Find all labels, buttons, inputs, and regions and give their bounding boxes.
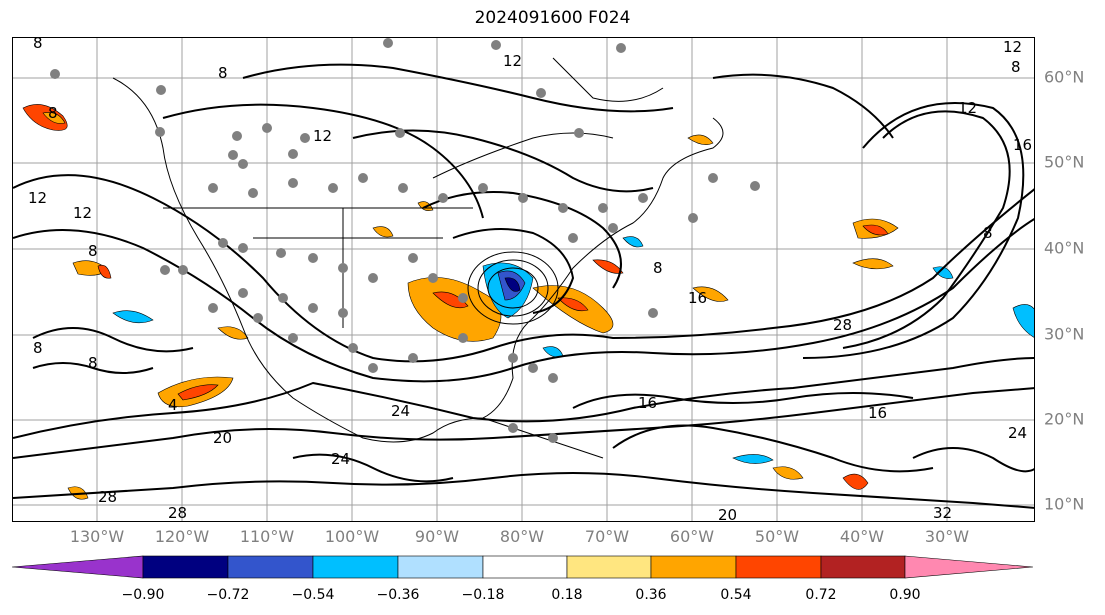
colorbar-segment bbox=[142, 555, 229, 579]
contour-label: 16 bbox=[1013, 136, 1032, 154]
map-frame: 8 12 8 12 12 8 12 16 12 12 8 8 8 28 16 1… bbox=[12, 37, 1035, 522]
contour-label: 8 bbox=[88, 242, 98, 260]
lon-label: 120°W bbox=[154, 527, 210, 546]
shading-patches bbox=[22, 104, 1034, 500]
colorbar-tick-label: −0.90 bbox=[121, 587, 165, 603]
contour-label: 12 bbox=[313, 127, 332, 145]
lon-label: 60°W bbox=[669, 527, 715, 546]
station-dots bbox=[50, 38, 760, 443]
colorbar-segment bbox=[397, 555, 484, 579]
lat-label: 60°N bbox=[1044, 67, 1085, 87]
map-canvas: 8 12 8 12 12 8 12 16 12 12 8 8 8 28 16 1… bbox=[13, 38, 1034, 522]
coastlines bbox=[112, 57, 724, 459]
lon-label: 50°W bbox=[754, 527, 800, 546]
colorbar bbox=[11, 555, 1034, 579]
lat-label: 20°N bbox=[1044, 409, 1085, 429]
contour-label: 32 bbox=[933, 504, 952, 522]
contour-label: 24 bbox=[1008, 424, 1027, 442]
colorbar-tick-label: 0.36 bbox=[635, 587, 667, 603]
contour-label: 16 bbox=[868, 404, 887, 422]
lon-label: 30°W bbox=[924, 527, 970, 546]
contour-label: 8 bbox=[33, 38, 43, 52]
colorbar-tick-label: 0.54 bbox=[720, 587, 752, 603]
colorbar-segment bbox=[312, 555, 399, 579]
colorbar-segment bbox=[566, 555, 652, 579]
contour-labels: 8 12 8 12 12 8 12 16 12 12 8 8 8 28 16 1… bbox=[28, 38, 1032, 522]
contour-label: 28 bbox=[168, 504, 187, 522]
colorbar-tick-label: 0.72 bbox=[805, 587, 837, 603]
lon-label: 90°W bbox=[414, 527, 460, 546]
contour-label: 16 bbox=[688, 289, 707, 307]
contour-label: 8 bbox=[48, 104, 58, 122]
colorbar-tick-label: −0.72 bbox=[206, 587, 250, 603]
contour-label: 16 bbox=[638, 394, 657, 412]
lon-label: 40°W bbox=[839, 527, 885, 546]
low-contours bbox=[467, 251, 559, 325]
colorbar-tick-label: 0.18 bbox=[551, 587, 583, 603]
contour-label: 24 bbox=[331, 450, 350, 468]
contour-label: 8 bbox=[33, 339, 43, 357]
contour-label: 12 bbox=[958, 99, 977, 117]
contour-label: 12 bbox=[28, 189, 47, 207]
lon-label: 70°W bbox=[584, 527, 630, 546]
contour-label: 8 bbox=[88, 354, 98, 372]
lon-label: 130°W bbox=[69, 527, 125, 546]
contour-label: 4 bbox=[168, 396, 178, 414]
lat-label: 50°N bbox=[1044, 152, 1085, 172]
lon-label: 80°W bbox=[499, 527, 545, 546]
contour-label: 8 bbox=[653, 259, 663, 277]
lon-label: 110°W bbox=[239, 527, 295, 546]
colorbar-segment bbox=[227, 555, 314, 579]
colorbar-segment bbox=[820, 555, 906, 579]
contour-label: 8 bbox=[1011, 58, 1021, 76]
plot-title: 2024091600 F024 bbox=[474, 8, 631, 28]
colorbar-segment bbox=[11, 555, 144, 579]
colorbar-tick-label: 0.90 bbox=[889, 587, 921, 603]
lat-label: 40°N bbox=[1044, 238, 1085, 258]
contour-label: 20 bbox=[213, 429, 232, 447]
colorbar-tick-label: −0.54 bbox=[291, 587, 335, 603]
contour-label: 8 bbox=[983, 224, 993, 242]
colorbar-segment bbox=[735, 555, 822, 579]
colorbar-tick-label: −0.18 bbox=[461, 587, 505, 603]
lat-label: 10°N bbox=[1044, 494, 1085, 514]
contour-label: 12 bbox=[503, 52, 522, 70]
colorbar-segment bbox=[482, 555, 568, 579]
contour-label: 24 bbox=[391, 402, 410, 420]
contour-label: 20 bbox=[718, 506, 737, 522]
colorbar-segment bbox=[904, 555, 1034, 579]
contours bbox=[13, 63, 1034, 509]
contour-label: 28 bbox=[98, 488, 117, 506]
colorbar-tick-label: −0.36 bbox=[376, 587, 420, 603]
contour-label: 12 bbox=[1003, 38, 1022, 56]
contour-label: 28 bbox=[833, 316, 852, 334]
lat-label: 30°N bbox=[1044, 324, 1085, 344]
contour-label: 8 bbox=[218, 64, 228, 82]
colorbar-segment bbox=[650, 555, 737, 579]
contour-label: 12 bbox=[73, 204, 92, 222]
lon-label: 100°W bbox=[324, 527, 380, 546]
